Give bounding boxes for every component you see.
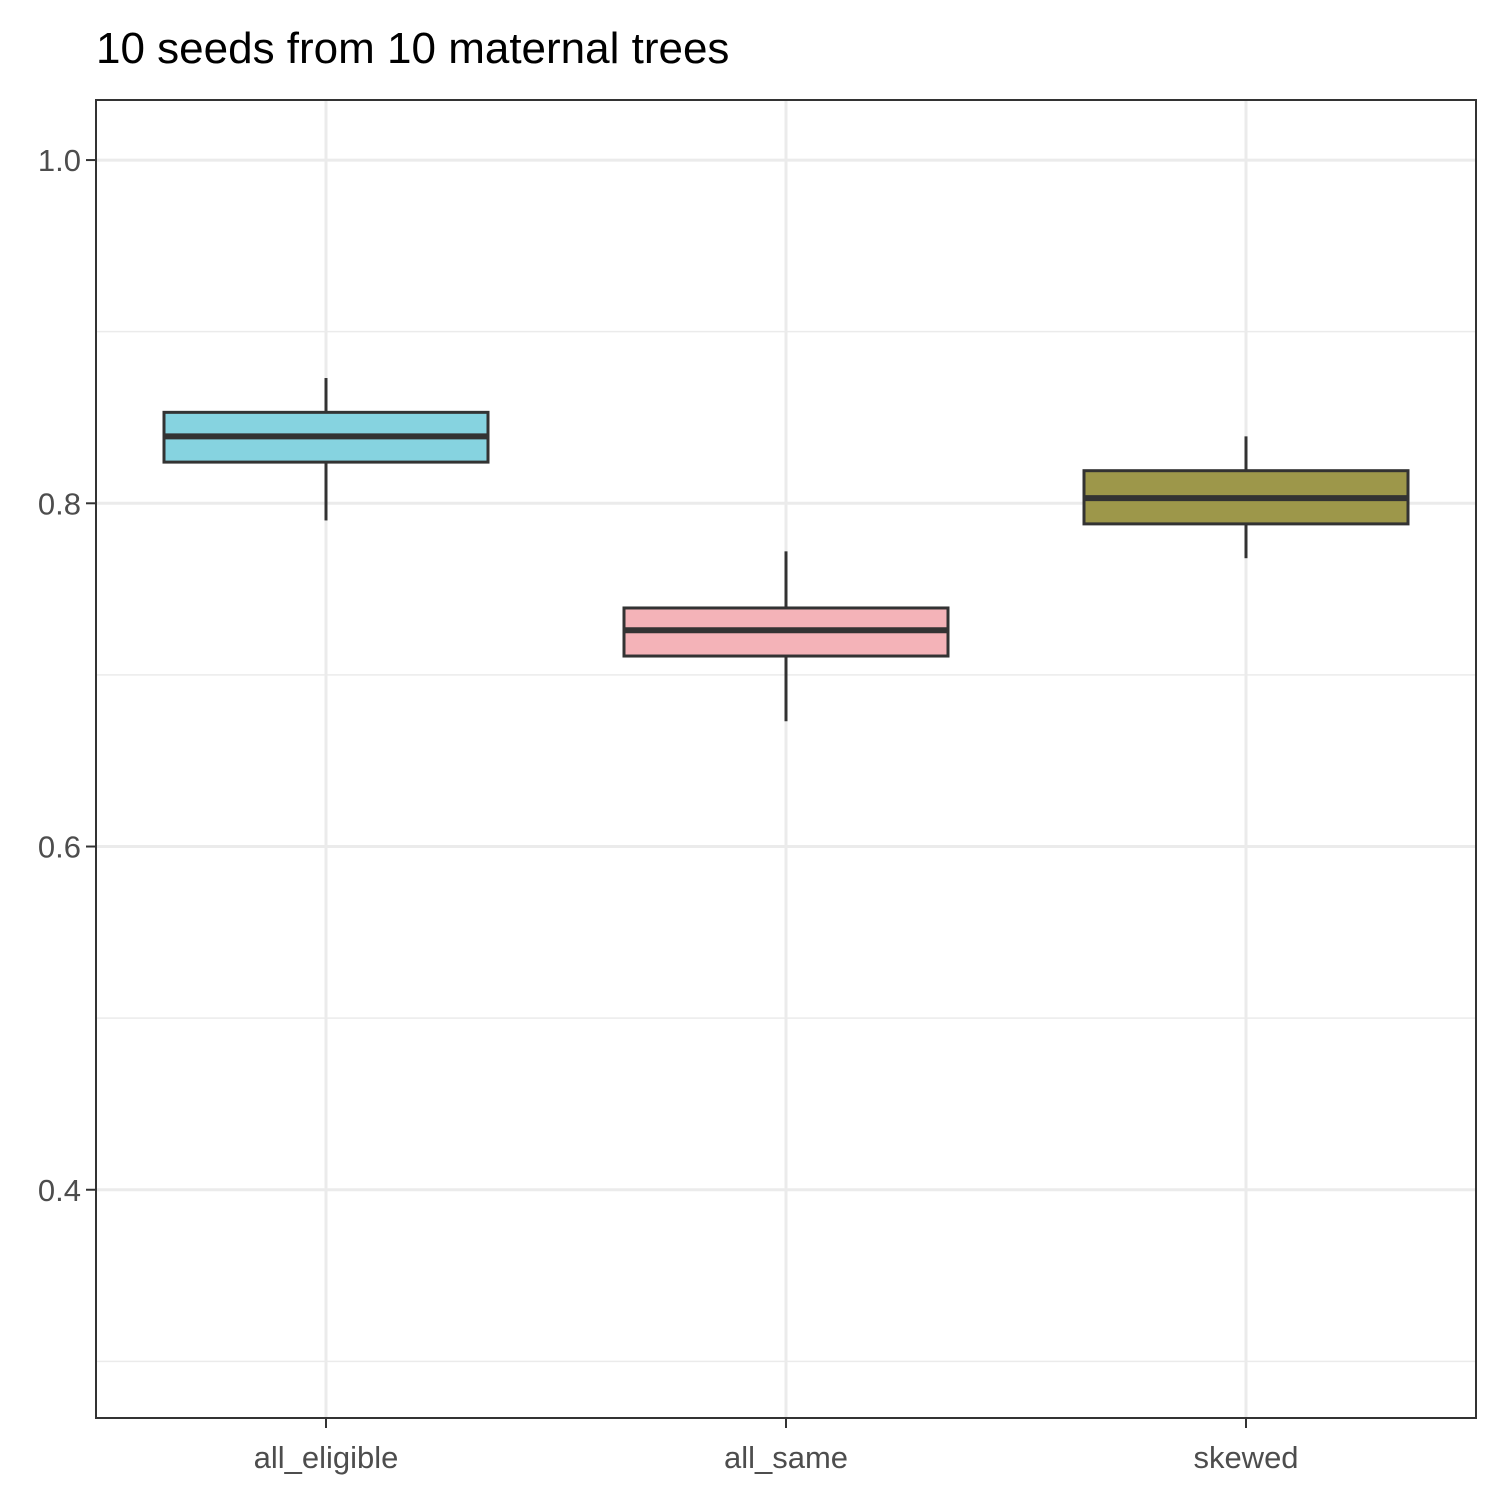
boxplots (162, 378, 1410, 722)
y-tick-label: 0.8 (38, 486, 81, 521)
x-tick-label: all_eligible (254, 1440, 399, 1475)
boxplot-all_same (622, 551, 950, 722)
boxplot-all_eligible (162, 378, 490, 521)
y-tick-label: 0.4 (38, 1173, 81, 1208)
x-tick-label: skewed (1193, 1440, 1298, 1475)
boxplot-skewed (1082, 436, 1410, 559)
y-tick-label: 1.0 (38, 143, 81, 178)
x-axis: all_eligible all_same skewed (254, 1418, 1299, 1475)
y-axis: 0.4 0.6 0.8 1.0 (38, 143, 96, 1208)
x-tick-label: all_same (724, 1440, 848, 1475)
y-tick-label: 0.6 (38, 830, 81, 865)
chart-title: 10 seeds from 10 maternal trees (96, 24, 729, 73)
